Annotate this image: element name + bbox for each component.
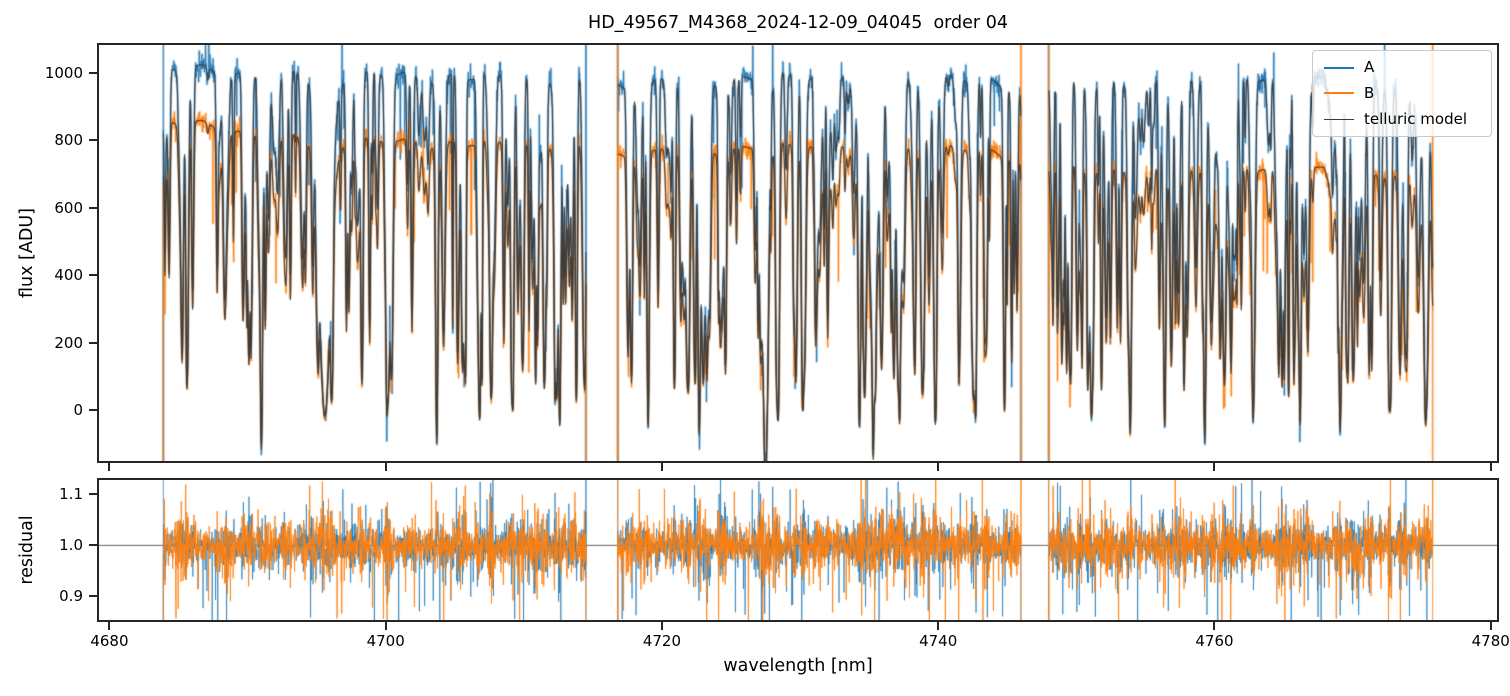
legend-item-a: A: [1313, 59, 1491, 76]
y-tick-label: 200: [54, 333, 83, 352]
legend-label-b: B: [1364, 83, 1375, 102]
x-tick-mark: [1489, 622, 1492, 630]
y-tick-mark: [89, 595, 97, 598]
x-tick-mark: [108, 622, 111, 630]
legend: A B telluric model: [1312, 50, 1492, 137]
flux-panel-canvas: [97, 43, 1499, 463]
x-tick-mark: [1489, 463, 1492, 471]
y-tick-label: 0: [73, 401, 83, 420]
y-tick-mark: [89, 409, 97, 412]
x-tick-mark: [384, 463, 387, 471]
x-tick-mark: [937, 622, 940, 630]
x-tick-label: 4760: [1195, 632, 1234, 650]
x-tick-label: 4680: [90, 632, 129, 650]
y-tick-label: 1.0: [59, 536, 83, 555]
x-tick-mark: [660, 622, 663, 630]
x-tick-label: 4720: [642, 632, 682, 650]
x-tick-mark: [384, 622, 387, 630]
x-tick-label: 4740: [919, 632, 958, 650]
y-tick-label: 0.9: [59, 587, 83, 606]
x-tick-mark: [660, 463, 663, 471]
legend-item-telluric-model: telluric model: [1313, 109, 1491, 128]
x-tick-label: 4780: [1471, 632, 1510, 650]
x-axis-label: wavelength [nm]: [723, 656, 873, 676]
x-tick-mark: [937, 463, 940, 471]
y-tick-mark: [89, 544, 97, 547]
legend-label-a: A: [1364, 58, 1375, 77]
y-tick-label: 1000: [44, 64, 83, 82]
legend-line-sample-telluric-model: [1324, 118, 1354, 120]
y-tick-mark: [89, 341, 97, 344]
legend-label-telluric-model: telluric model: [1364, 109, 1468, 128]
flux-y-axis-label: flux [ADU]: [17, 208, 37, 298]
y-tick-label: 400: [54, 266, 83, 285]
y-tick-label: 1.1: [59, 485, 83, 504]
x-tick-label: 4700: [366, 632, 405, 650]
figure-title: HD_49567_M4368_2024-12-09_04045 order 04: [588, 13, 1008, 33]
y-tick-label: 800: [54, 131, 83, 150]
x-tick-mark: [1213, 622, 1216, 630]
residual-panel-canvas: [97, 478, 1499, 622]
legend-line-sample-b: [1324, 92, 1354, 95]
y-tick-mark: [89, 72, 97, 74]
y-tick-mark: [89, 206, 97, 209]
y-tick-mark: [89, 493, 97, 496]
y-tick-mark: [89, 274, 97, 277]
legend-line-sample-a: [1324, 66, 1354, 69]
legend-item-b: B: [1313, 83, 1491, 102]
y-tick-label: 600: [54, 198, 83, 217]
y-tick-mark: [89, 139, 97, 142]
x-tick-mark: [1213, 463, 1216, 471]
x-tick-mark: [108, 463, 111, 471]
